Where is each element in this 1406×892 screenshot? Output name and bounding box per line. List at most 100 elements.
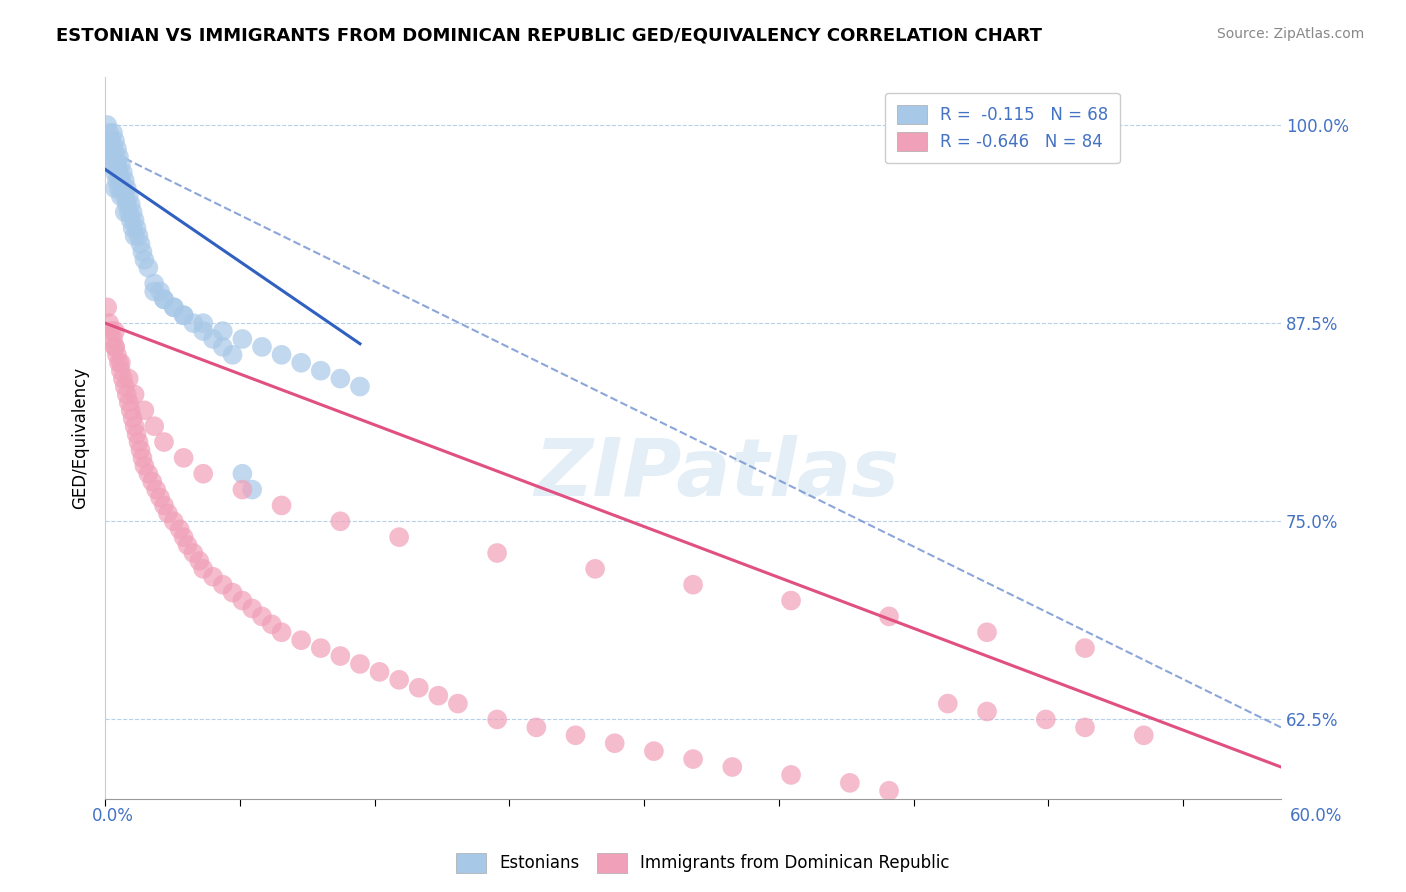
Point bbox=[115, 181, 138, 195]
Point bbox=[111, 181, 134, 195]
Point bbox=[134, 458, 156, 473]
Point bbox=[134, 403, 156, 417]
Point bbox=[270, 348, 292, 362]
Point bbox=[260, 617, 283, 632]
Point bbox=[108, 150, 131, 164]
Point bbox=[188, 554, 211, 568]
Point bbox=[105, 142, 128, 156]
Point bbox=[250, 609, 273, 624]
Point bbox=[201, 332, 224, 346]
Point bbox=[104, 165, 127, 179]
Point bbox=[290, 356, 312, 370]
Point bbox=[240, 483, 263, 497]
Point bbox=[877, 784, 900, 798]
Point bbox=[201, 570, 224, 584]
Point bbox=[118, 371, 141, 385]
Point bbox=[105, 173, 128, 187]
Point bbox=[136, 260, 159, 275]
Point bbox=[98, 316, 121, 330]
Point bbox=[388, 673, 411, 687]
Point bbox=[104, 340, 127, 354]
Point bbox=[309, 364, 332, 378]
Point bbox=[564, 728, 586, 742]
Point bbox=[976, 625, 998, 640]
Y-axis label: GED/Equivalency: GED/Equivalency bbox=[72, 367, 89, 509]
Point bbox=[173, 450, 195, 465]
Point bbox=[128, 435, 150, 450]
Point bbox=[231, 467, 253, 481]
Point bbox=[129, 442, 152, 457]
Point bbox=[124, 387, 146, 401]
Point bbox=[349, 379, 371, 393]
Point bbox=[110, 158, 132, 172]
Point bbox=[211, 324, 233, 338]
Point bbox=[153, 293, 176, 307]
Point bbox=[349, 657, 371, 671]
Point bbox=[125, 221, 148, 235]
Point bbox=[329, 648, 352, 663]
Point bbox=[114, 189, 136, 203]
Point bbox=[1133, 728, 1156, 742]
Point bbox=[131, 244, 153, 259]
Point bbox=[173, 308, 195, 322]
Point bbox=[143, 419, 166, 434]
Point bbox=[211, 340, 233, 354]
Point bbox=[838, 776, 860, 790]
Point bbox=[153, 499, 176, 513]
Text: 0.0%: 0.0% bbox=[91, 807, 134, 825]
Point bbox=[156, 507, 179, 521]
Point bbox=[118, 395, 141, 409]
Text: ESTONIAN VS IMMIGRANTS FROM DOMINICAN REPUBLIC GED/EQUIVALENCY CORRELATION CHART: ESTONIAN VS IMMIGRANTS FROM DOMINICAN RE… bbox=[56, 27, 1042, 45]
Point bbox=[329, 371, 352, 385]
Point bbox=[100, 324, 122, 338]
Point bbox=[231, 483, 253, 497]
Point bbox=[96, 300, 118, 314]
Point bbox=[120, 213, 142, 227]
Point bbox=[368, 665, 391, 679]
Legend: R =  -0.115   N = 68, R = -0.646   N = 84: R = -0.115 N = 68, R = -0.646 N = 84 bbox=[884, 93, 1119, 163]
Point bbox=[114, 205, 136, 219]
Point bbox=[183, 316, 205, 330]
Point bbox=[129, 236, 152, 251]
Point bbox=[100, 150, 122, 164]
Point bbox=[100, 134, 122, 148]
Point bbox=[976, 705, 998, 719]
Point bbox=[108, 181, 131, 195]
Point bbox=[104, 324, 127, 338]
Point bbox=[145, 483, 167, 497]
Point bbox=[110, 189, 132, 203]
Point bbox=[124, 229, 146, 244]
Point bbox=[114, 379, 136, 393]
Text: Source: ZipAtlas.com: Source: ZipAtlas.com bbox=[1216, 27, 1364, 41]
Point bbox=[98, 142, 121, 156]
Point bbox=[388, 530, 411, 544]
Point bbox=[240, 601, 263, 615]
Point bbox=[193, 324, 215, 338]
Point bbox=[193, 562, 215, 576]
Point bbox=[120, 403, 142, 417]
Point bbox=[603, 736, 626, 750]
Point bbox=[290, 633, 312, 648]
Point bbox=[447, 697, 470, 711]
Point bbox=[141, 475, 163, 489]
Point bbox=[105, 158, 128, 172]
Point bbox=[115, 387, 138, 401]
Point bbox=[1074, 641, 1097, 656]
Point bbox=[111, 165, 134, 179]
Point bbox=[329, 514, 352, 528]
Point bbox=[221, 585, 243, 599]
Point bbox=[221, 348, 243, 362]
Point bbox=[163, 514, 186, 528]
Point bbox=[780, 593, 803, 607]
Point bbox=[118, 205, 141, 219]
Point bbox=[231, 593, 253, 607]
Point bbox=[780, 768, 803, 782]
Point bbox=[211, 577, 233, 591]
Point bbox=[427, 689, 450, 703]
Point bbox=[124, 213, 146, 227]
Point bbox=[108, 356, 131, 370]
Point bbox=[270, 499, 292, 513]
Point bbox=[121, 221, 143, 235]
Point bbox=[121, 411, 143, 425]
Point bbox=[136, 467, 159, 481]
